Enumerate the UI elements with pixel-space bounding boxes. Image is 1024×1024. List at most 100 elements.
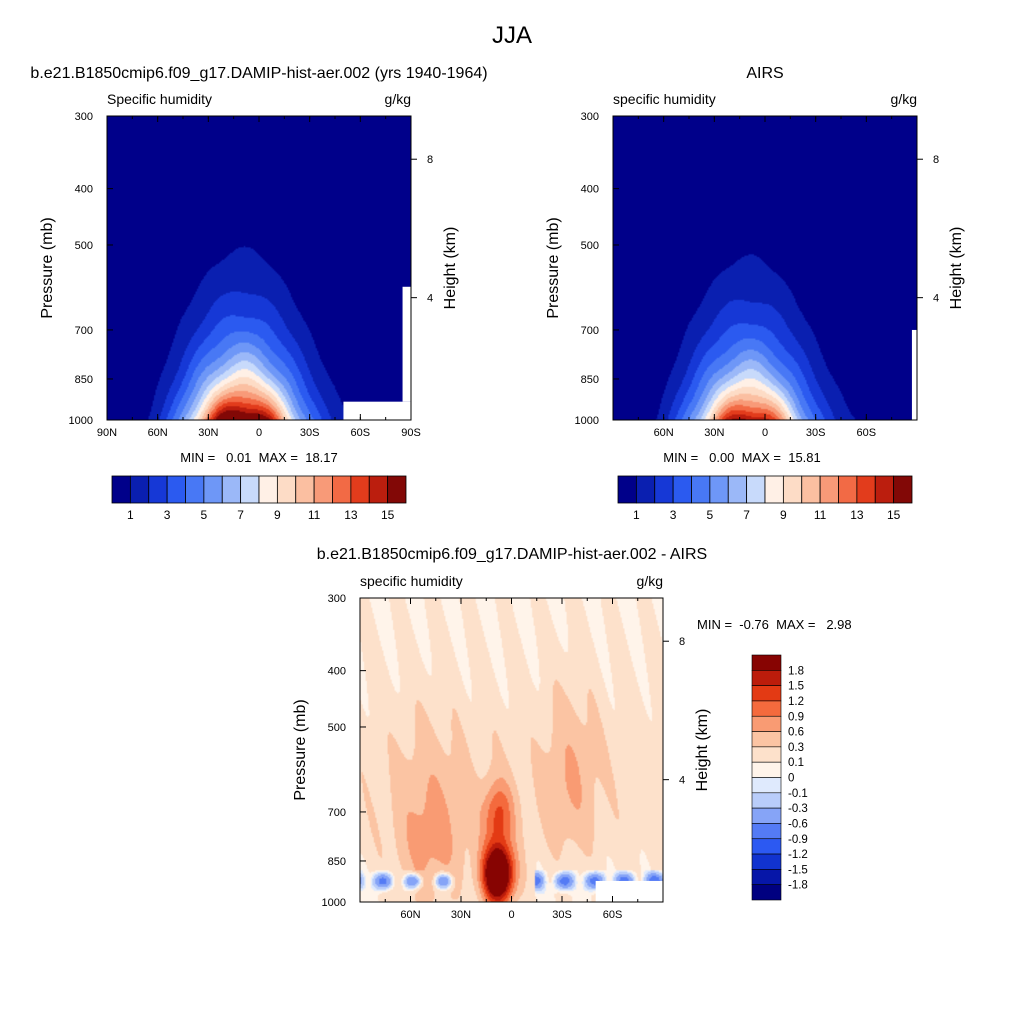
- y-tick-label: 850: [581, 374, 599, 386]
- colorbar-box: [727, 475, 748, 504]
- colorbar-label: 1.2: [788, 696, 804, 708]
- colorbar: 1 3 5 7 9 11 13 15: [111, 475, 407, 522]
- heatmap-field: [107, 116, 411, 420]
- missing-data-region: [343, 401, 411, 420]
- colorbar-box: [276, 475, 297, 504]
- colorbar-label: 5: [707, 508, 714, 522]
- colorbar-box: [332, 475, 352, 504]
- y2-axis-label: Height (km): [442, 227, 459, 310]
- colorbar-box: [751, 654, 782, 671]
- units-string: g/kg: [385, 91, 411, 107]
- colorbar-label: 1: [127, 508, 134, 522]
- colorbar-box: [387, 475, 407, 504]
- missing-data-region: [911, 329, 917, 420]
- colorbar: 1 3 5 7 9 11 13 15: [617, 475, 913, 522]
- colorbar-box: [166, 475, 186, 504]
- colorbar-box: [258, 475, 278, 504]
- min-max-stats: MIN = -0.76 MAX = 2.98: [697, 617, 852, 632]
- colorbar-box: [617, 475, 637, 504]
- colorbar-box: [691, 475, 711, 504]
- x-tick-label: 30N: [198, 427, 218, 439]
- y2-axis-label: Height (km): [948, 227, 965, 310]
- y2-tick-label: 8: [427, 154, 433, 166]
- heatmap-field: [613, 116, 917, 420]
- colorbar-label: -0.6: [788, 818, 808, 830]
- x-tick-label: 60S: [603, 909, 623, 921]
- colorbar-box: [751, 746, 782, 763]
- y-tick-label: 850: [328, 856, 346, 868]
- colorbar-label: 1.5: [788, 681, 804, 693]
- y-tick-label: 300: [75, 111, 93, 123]
- x-tick-label: 0: [762, 427, 768, 439]
- colorbar-box: [111, 475, 131, 504]
- colorbar-box: [751, 685, 782, 702]
- y-tick-label: 1000: [69, 415, 93, 427]
- colorbar-box: [751, 761, 782, 778]
- colorbar-label: 9: [274, 508, 281, 522]
- heatmap-field: [360, 598, 663, 902]
- colorbar-box: [148, 475, 168, 504]
- missing-data-region: [402, 286, 411, 402]
- colorbar-box: [893, 475, 913, 504]
- y2-tick-label: 8: [679, 636, 685, 648]
- colorbar-label: 0.6: [788, 727, 804, 739]
- y-tick-label: 500: [328, 722, 346, 734]
- missing-data-region: [595, 880, 663, 902]
- colorbar-label: -0.9: [788, 834, 808, 846]
- x-tick-label: 30N: [451, 909, 471, 921]
- y-tick-label: 700: [75, 325, 93, 337]
- colorbar-label: 5: [201, 508, 208, 522]
- y2-tick-label: 8: [933, 154, 939, 166]
- colorbar-box: [295, 475, 315, 504]
- y-axis-label: Pressure (mb): [39, 217, 56, 318]
- colorbar-box: [221, 475, 242, 504]
- colorbar-box: [751, 869, 782, 885]
- colorbar-box: [672, 475, 692, 504]
- colorbar-box: [129, 475, 150, 504]
- colorbar-label: 0.3: [788, 742, 804, 754]
- y2-tick-label: 4: [679, 775, 685, 787]
- units-string: g/kg: [891, 91, 917, 107]
- colorbar: 1.8 1.5 1.2 0.9 0.6 0.3 0.1 0 -0.1 -0.3 -0.6 -0.9 -1…: [751, 654, 808, 901]
- x-tick-label: 30S: [300, 427, 320, 439]
- x-tick-label: 0: [508, 909, 514, 921]
- colorbar-label: 7: [237, 508, 244, 522]
- x-tick-label: 30S: [806, 427, 826, 439]
- colorbar-box: [313, 475, 333, 504]
- x-tick-label: 90S: [401, 427, 421, 439]
- y-axis-label: Pressure (mb): [292, 699, 309, 800]
- colorbar-label: -1.8: [788, 880, 808, 892]
- panel-title: b.e21.B1850cmip6.f09_g17.DAMIP-hist-aer.…: [30, 65, 487, 82]
- y-tick-label: 400: [328, 666, 346, 678]
- units-string: g/kg: [637, 573, 663, 589]
- colorbar-box: [751, 823, 782, 840]
- x-tick-label: 60S: [351, 427, 371, 439]
- colorbar-label: 15: [381, 508, 395, 522]
- colorbar-label: -0.3: [788, 803, 808, 815]
- panel-title: b.e21.B1850cmip6.f09_g17.DAMIP-hist-aer.…: [317, 546, 707, 563]
- colorbar-box: [764, 475, 784, 504]
- y-tick-label: 700: [581, 325, 599, 337]
- y-tick-label: 300: [581, 111, 599, 123]
- colorbar-box: [635, 475, 656, 504]
- colorbar-box: [709, 475, 729, 504]
- colorbar-box: [751, 731, 782, 748]
- colorbar-label: 11: [308, 508, 321, 522]
- colorbar-label: 1.8: [788, 665, 804, 677]
- colorbar-label: 3: [164, 508, 171, 522]
- colorbar-label: -1.5: [788, 864, 808, 876]
- colorbar-box: [368, 475, 389, 504]
- colorbar-label: -1.2: [788, 849, 808, 861]
- y2-axis-label: Height (km): [694, 709, 711, 792]
- colorbar-box: [751, 838, 782, 855]
- y2-tick-label: 4: [933, 293, 939, 305]
- colorbar-box: [240, 475, 260, 504]
- y-tick-label: 850: [75, 374, 93, 386]
- colorbar-label: 13: [344, 508, 358, 522]
- figure-title: JJA: [492, 22, 532, 49]
- colorbar-box: [350, 475, 370, 504]
- colorbar-label: 7: [743, 508, 750, 522]
- colorbar-box: [751, 884, 782, 901]
- colorbar-box: [838, 475, 858, 504]
